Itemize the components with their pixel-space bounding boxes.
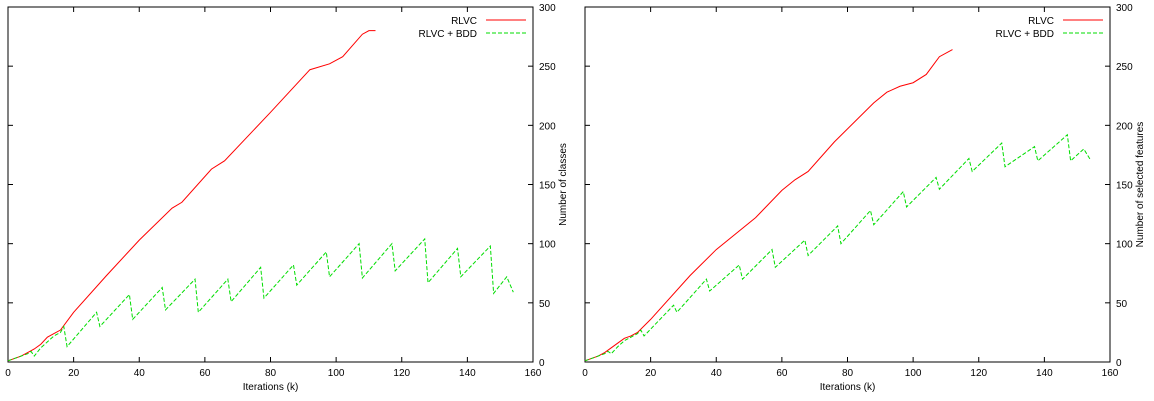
legend-label: RLVC + BDD bbox=[419, 29, 477, 40]
x-tick-label: 160 bbox=[525, 368, 542, 379]
y-tick-label: 150 bbox=[1116, 181, 1133, 192]
series-line-rlvc bbox=[584, 49, 953, 362]
y-tick-label: 0 bbox=[539, 358, 545, 369]
x-tick-label: 60 bbox=[776, 368, 788, 379]
y-tick-label: 100 bbox=[1116, 240, 1133, 251]
x-tick-label: 100 bbox=[328, 368, 345, 379]
y-tick-label: 300 bbox=[539, 3, 556, 14]
series-line-rlvc-bdd bbox=[7, 237, 514, 362]
y-tick-label: 150 bbox=[539, 181, 556, 192]
x-tick-label: 160 bbox=[1102, 368, 1119, 379]
x-axis-label: Iterations (k) bbox=[243, 382, 299, 393]
chart-panel-classes: 0 20 40 60 80 100 120 140 160 0 50 100 150 200 250 300 I… bbox=[0, 0, 577, 396]
x-tick-label: 0 bbox=[582, 368, 588, 379]
y-tick-label: 200 bbox=[539, 121, 556, 132]
x-tick-label: 100 bbox=[905, 368, 922, 379]
x-tick-label: 80 bbox=[265, 368, 277, 379]
y-tick-label: 300 bbox=[1116, 3, 1133, 14]
y-tick-label: 100 bbox=[539, 240, 556, 251]
x-tick-label: 60 bbox=[199, 368, 211, 379]
x-tick-label: 140 bbox=[459, 368, 476, 379]
x-axis-label: Iterations (k) bbox=[820, 382, 876, 393]
y-tick-label: 250 bbox=[1116, 62, 1133, 73]
legend-label: RLVC bbox=[1028, 16, 1054, 27]
series-line-rlvc-bdd bbox=[584, 133, 1091, 362]
legend-label: RLVC + BDD bbox=[996, 29, 1054, 40]
y-tick-label: 50 bbox=[1116, 299, 1128, 310]
chart-classes: 0 20 40 60 80 100 120 140 160050100150200250300I… bbox=[5, 3, 569, 393]
plot-frame bbox=[584, 6, 1111, 363]
x-tick-label: 20 bbox=[645, 368, 657, 379]
series-line-rlvc bbox=[7, 30, 376, 362]
x-tick-label: 20 bbox=[68, 368, 80, 379]
x-tick-label: 40 bbox=[711, 368, 723, 379]
chart-panel-features: 0 20 40 60 80 100 120 140 160 0 50 100 150 200 250 300 I… bbox=[577, 0, 1154, 396]
legend-label: RLVC bbox=[451, 16, 477, 27]
y-axis-label: Number of classes bbox=[558, 143, 569, 226]
x-tick-label: 140 bbox=[1036, 368, 1053, 379]
x-tick-label: 0 bbox=[5, 368, 11, 379]
x-tick-label: 80 bbox=[842, 368, 854, 379]
x-tick-label: 120 bbox=[970, 368, 987, 379]
y-tick-label: 250 bbox=[539, 62, 556, 73]
chart-selected-features: 0 20 40 60 80 100 120 140 160050100150200250300I… bbox=[582, 3, 1146, 393]
y-tick-label: 50 bbox=[539, 299, 551, 310]
y-tick-label: 0 bbox=[1116, 358, 1122, 369]
y-tick-label: 200 bbox=[1116, 121, 1133, 132]
plot-frame bbox=[7, 6, 534, 363]
x-tick-label: 40 bbox=[134, 368, 146, 379]
x-tick-label: 120 bbox=[393, 368, 410, 379]
y-axis-label: Number of selected features bbox=[1135, 122, 1146, 248]
